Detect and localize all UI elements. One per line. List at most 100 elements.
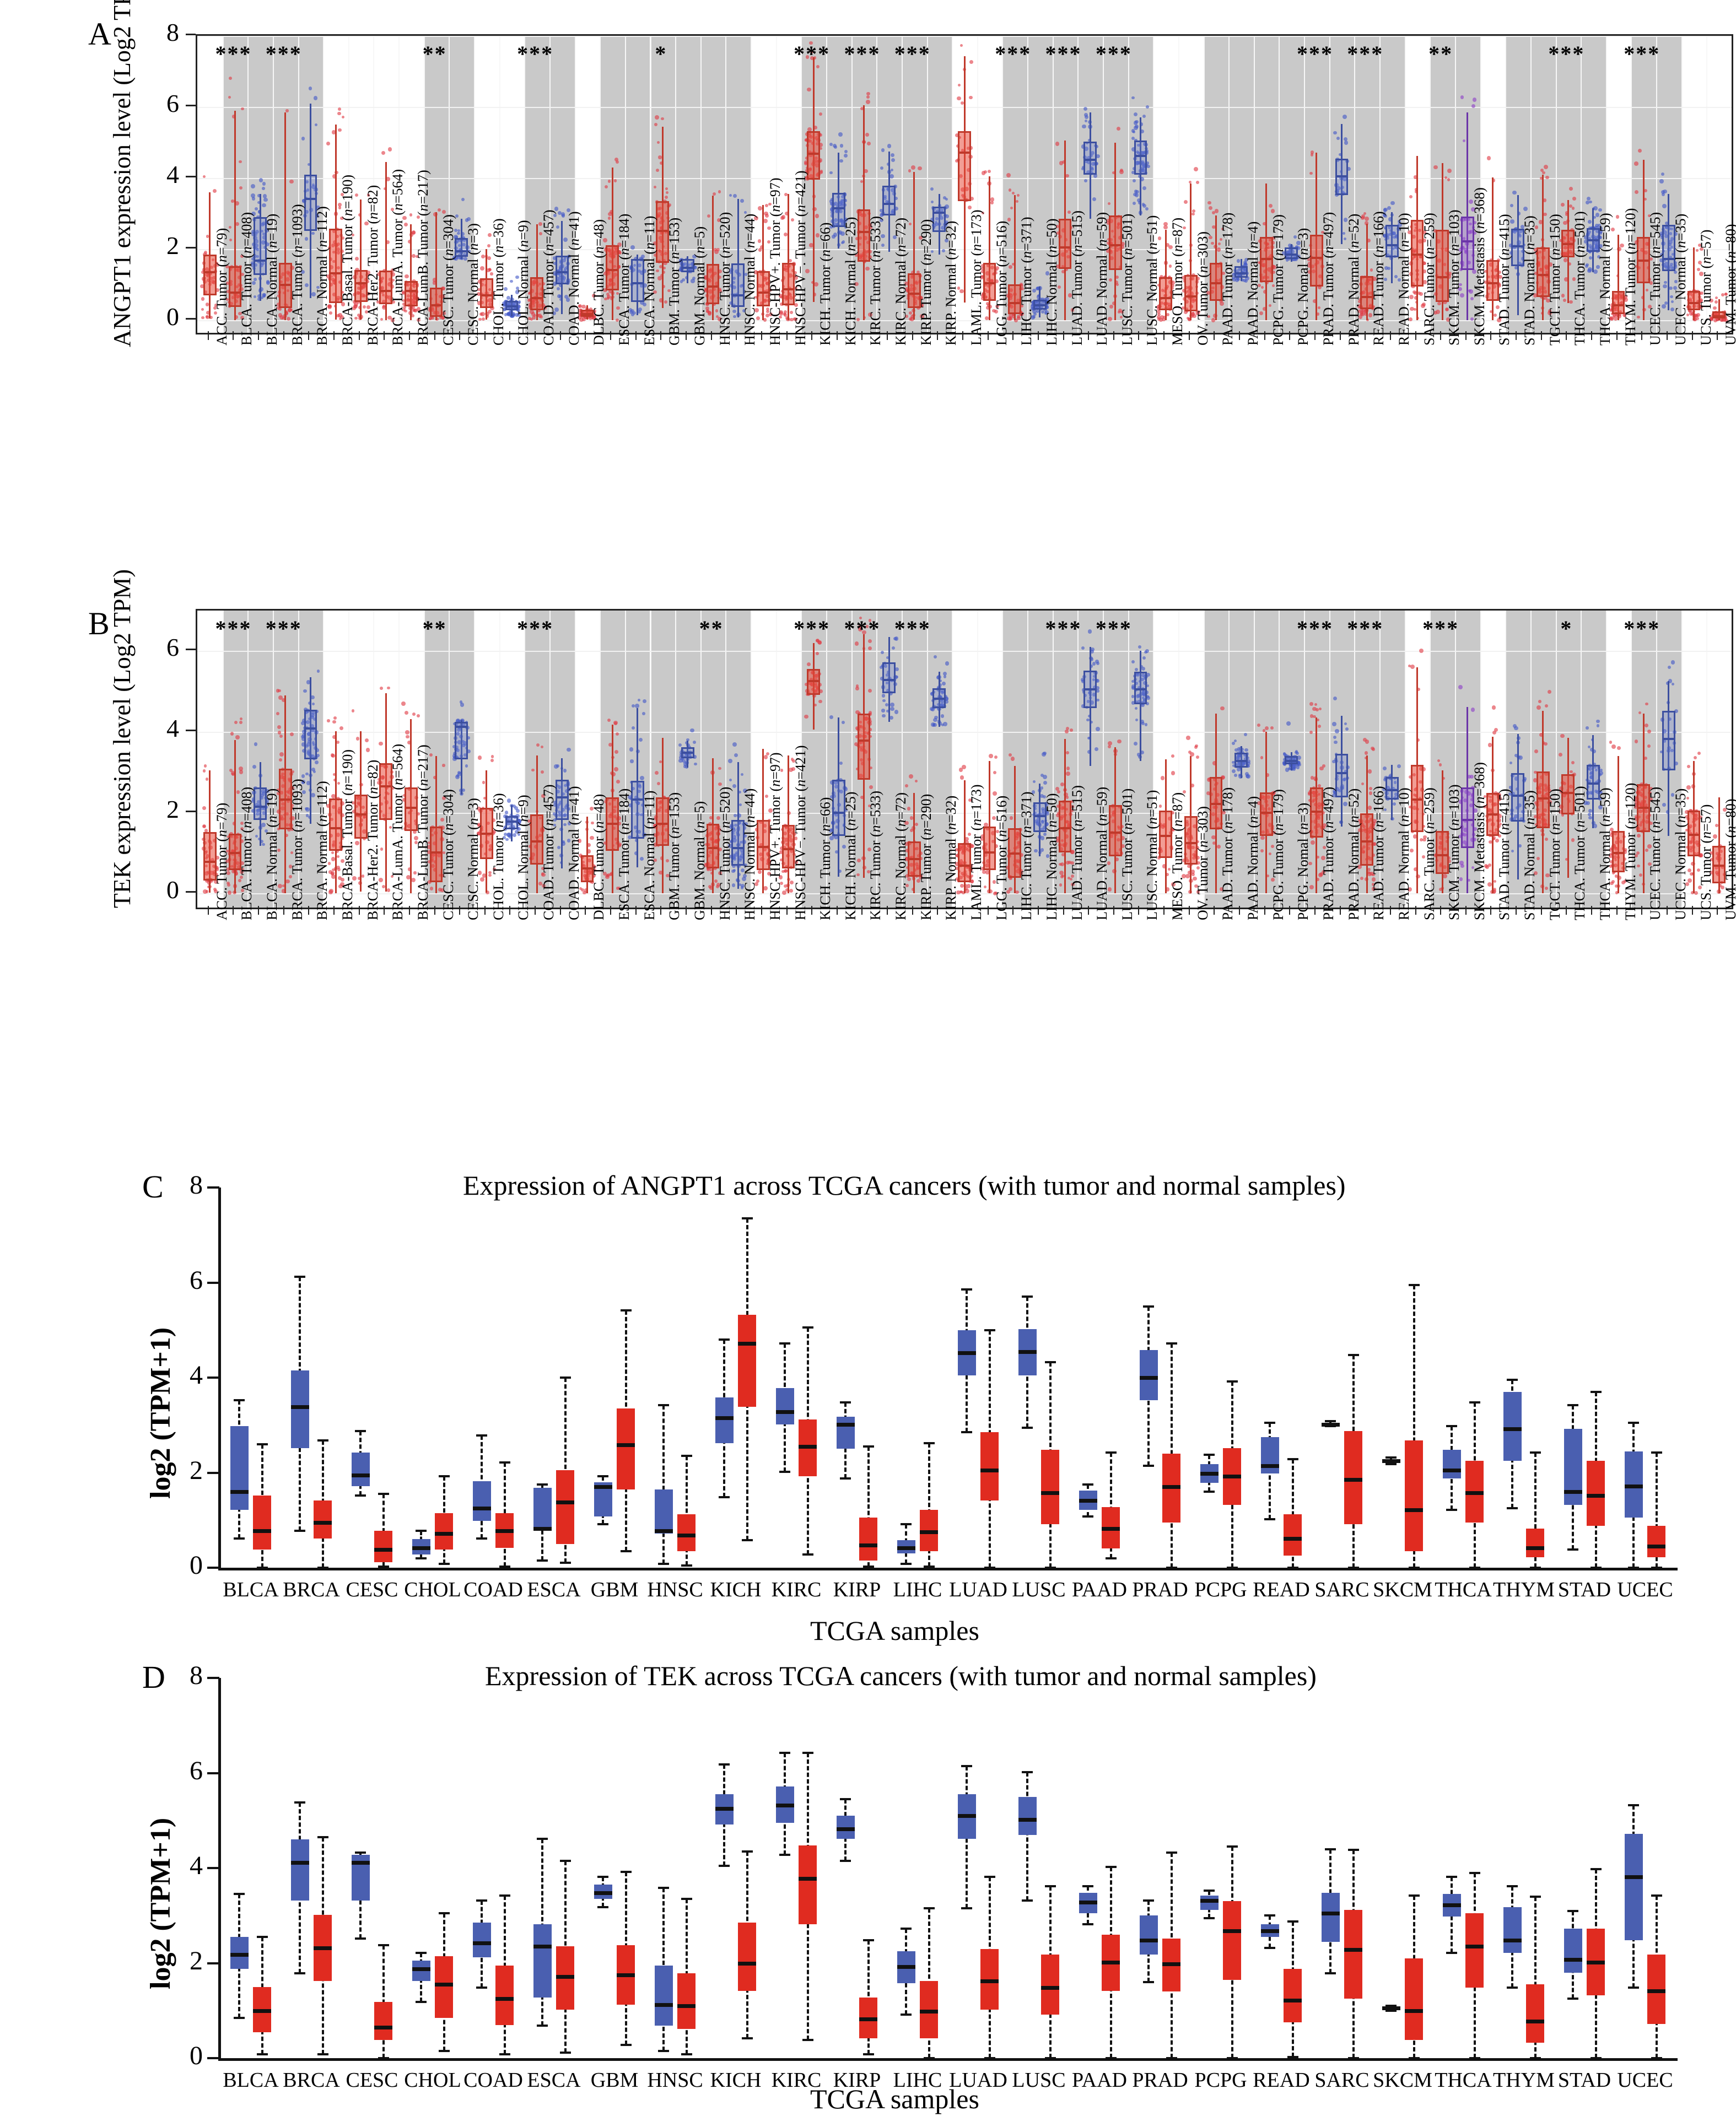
- data-point: [1144, 723, 1147, 726]
- data-point: [818, 143, 823, 147]
- data-point: [1664, 301, 1668, 305]
- data-point: [866, 95, 870, 99]
- data-point: [457, 229, 461, 233]
- data-point: [457, 231, 460, 235]
- x-tick-mark: [1314, 331, 1316, 340]
- shaded-band: [851, 36, 902, 333]
- data-point: [442, 764, 445, 767]
- box: [757, 271, 770, 306]
- data-point: [327, 305, 332, 309]
- data-point: [1572, 197, 1576, 201]
- data-point: [867, 142, 871, 145]
- data-point: [200, 284, 204, 289]
- data-point: [639, 270, 644, 275]
- box: [203, 254, 217, 296]
- data-point: [557, 272, 562, 276]
- data-point: [692, 740, 696, 744]
- data-point: [392, 300, 396, 304]
- data-point: [531, 768, 535, 772]
- data-point: [637, 310, 641, 314]
- box: [958, 131, 971, 202]
- data-point: [1189, 180, 1192, 183]
- median-line: [354, 282, 368, 284]
- data-point: [969, 60, 973, 64]
- data-point: [631, 313, 634, 317]
- data-point: [815, 652, 819, 656]
- grid-line-vertical: [650, 36, 651, 333]
- data-point: [387, 316, 392, 320]
- data-point: [540, 745, 544, 748]
- data-point: [578, 305, 581, 308]
- data-point: [530, 318, 533, 321]
- data-point: [351, 709, 355, 712]
- data-point: [467, 249, 471, 253]
- data-point: [358, 213, 362, 217]
- data-point: [540, 770, 544, 774]
- data-point: [633, 263, 637, 267]
- data-point: [741, 283, 745, 287]
- data-point: [763, 219, 768, 224]
- data-point: [557, 287, 560, 290]
- data-point: [758, 206, 762, 210]
- grid-line-vertical: [449, 36, 450, 333]
- data-point: [793, 275, 798, 280]
- data-point: [235, 222, 240, 226]
- x-tick-mark: [1591, 331, 1592, 340]
- data-point: [234, 201, 239, 206]
- data-point: [642, 711, 646, 715]
- data-point: [202, 769, 206, 773]
- x-tick-label: GBM. Tumor (n=153): [666, 217, 683, 346]
- grid-line-vertical: [851, 36, 853, 333]
- data-point: [213, 306, 217, 310]
- data-point: [538, 232, 542, 236]
- data-point: [805, 55, 809, 59]
- x-tick-mark: [384, 331, 385, 340]
- median-line: [1134, 155, 1147, 158]
- data-point: [403, 306, 406, 310]
- data-point: [707, 310, 712, 315]
- x-tick-mark: [585, 331, 586, 340]
- y-tick-label: 6: [166, 89, 179, 118]
- data-point: [733, 315, 736, 319]
- data-point: [1542, 171, 1545, 174]
- x-tick-label: OV. Tumor (n=303): [1194, 231, 1211, 346]
- box: [606, 245, 619, 290]
- data-point: [1634, 161, 1638, 166]
- data-point: [332, 720, 336, 724]
- data-point: [1615, 214, 1620, 219]
- data-point: [256, 215, 260, 219]
- data-point: [1008, 753, 1012, 757]
- data-point: [341, 302, 346, 307]
- data-point: [454, 228, 457, 232]
- median-line: [304, 727, 317, 730]
- data-point: [477, 292, 481, 296]
- data-point: [1568, 204, 1572, 208]
- data-point: [807, 87, 811, 91]
- x-tick-mark: [1540, 331, 1542, 340]
- data-point: [754, 296, 758, 299]
- data-point: [558, 283, 563, 287]
- data-point: [337, 107, 341, 111]
- whisker: [712, 196, 714, 321]
- data-point: [416, 317, 421, 322]
- grid-line-vertical: [801, 36, 802, 333]
- data-point: [789, 259, 792, 263]
- data-point: [477, 279, 482, 284]
- data-point: [316, 670, 320, 673]
- data-point: [614, 158, 618, 162]
- data-point: [265, 220, 269, 225]
- data-point: [639, 300, 644, 305]
- data-point: [300, 270, 305, 274]
- grid-line-vertical: [775, 36, 777, 333]
- data-point: [589, 307, 592, 311]
- median-line: [1134, 688, 1147, 690]
- data-point: [790, 311, 793, 315]
- data-point: [1036, 310, 1039, 313]
- data-point: [1244, 748, 1248, 752]
- data-point: [1309, 171, 1313, 175]
- box: [656, 201, 670, 263]
- data-point: [252, 764, 257, 769]
- median-line: [706, 285, 720, 288]
- x-tick-mark: [509, 331, 511, 340]
- data-point: [684, 276, 688, 279]
